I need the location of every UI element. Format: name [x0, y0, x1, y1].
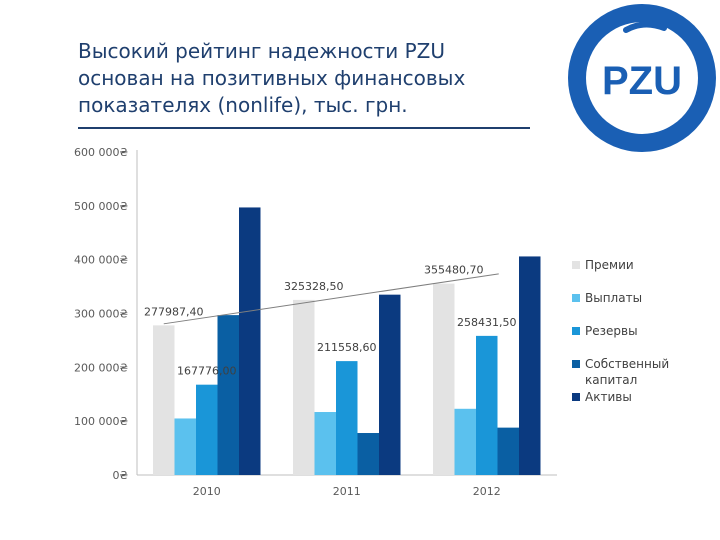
- slide-title: Высокий рейтинг надежности PZU основан н…: [78, 38, 538, 119]
- bar: [336, 361, 358, 475]
- bar: [497, 427, 519, 475]
- bar: [476, 335, 498, 475]
- data-label: 167776,00: [177, 365, 237, 378]
- bar: [314, 412, 336, 475]
- logo-text: PZU: [602, 59, 682, 103]
- title-underline: [78, 127, 530, 129]
- y-tick-label: 200 000₴: [74, 361, 128, 374]
- bar: [433, 283, 455, 475]
- legend-label: Резервы: [585, 324, 638, 338]
- y-tick-label: 0₴: [112, 469, 128, 482]
- logo-swoosh: [623, 21, 667, 33]
- bar: [239, 207, 261, 475]
- data-label: 258431,50: [457, 316, 517, 329]
- x-tick-label: 2010: [193, 485, 221, 498]
- bar: [454, 408, 476, 475]
- legend-label: Активы: [585, 390, 632, 404]
- legend-label: капитал: [585, 373, 637, 387]
- title-line-1: Высокий рейтинг надежности PZU: [78, 39, 445, 63]
- bar: [519, 256, 541, 475]
- data-label: 211558,60: [317, 341, 377, 354]
- logo-inner-circle: [586, 22, 698, 134]
- pzu-logo: PZU: [568, 4, 716, 152]
- bar: [174, 418, 196, 475]
- legend-swatch: [572, 360, 580, 368]
- data-label: 325328,50: [284, 280, 344, 293]
- legend-label: Собственный: [585, 357, 669, 371]
- bar: [217, 315, 239, 475]
- trendline: [163, 273, 499, 325]
- legend-swatch: [572, 294, 580, 302]
- legend-label: Премии: [585, 258, 634, 272]
- y-tick-label: 600 000₴: [74, 146, 128, 159]
- data-label: 277987,40: [144, 305, 204, 318]
- title-line-2: основан на позитивных финансовых: [78, 66, 466, 90]
- data-label: 355480,70: [424, 264, 484, 277]
- x-tick-label: 2012: [473, 485, 501, 498]
- legend-swatch: [572, 261, 580, 269]
- legend-swatch: [572, 393, 580, 401]
- bar: [153, 325, 175, 475]
- y-tick-label: 500 000₴: [74, 200, 128, 213]
- bar: [357, 433, 379, 475]
- bar: [196, 384, 218, 475]
- title-line-3: показателях (nonlife), тыс. грн.: [78, 93, 408, 117]
- x-tick-label: 2011: [333, 485, 361, 498]
- bar: [293, 299, 315, 475]
- y-tick-label: 400 000₴: [74, 254, 128, 267]
- y-tick-label: 100 000₴: [74, 415, 128, 428]
- legend-label: Выплаты: [585, 291, 642, 305]
- bar: [379, 294, 401, 475]
- legend-swatch: [572, 327, 580, 335]
- y-tick-label: 300 000₴: [74, 308, 128, 321]
